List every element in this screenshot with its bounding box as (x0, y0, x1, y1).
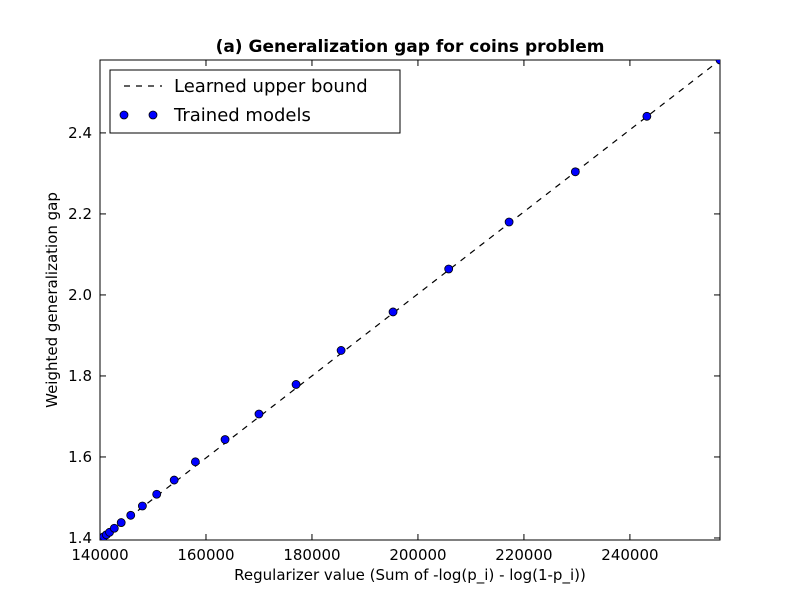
data-point-trained-model (109, 523, 119, 533)
y-tick-label: 2.4 (68, 124, 92, 142)
x-axis-label: Regularizer value (Sum of -log(p_i) - lo… (234, 566, 586, 585)
x-tick-label: 180000 (283, 546, 340, 564)
x-tick-label: 140000 (71, 546, 128, 564)
y-tick-label: 1.8 (68, 367, 92, 385)
x-tick-label: 220000 (495, 546, 552, 564)
data-point-trained-model (137, 501, 147, 511)
x-tick-label: 200000 (389, 546, 446, 564)
data-point-trained-model (169, 475, 179, 485)
data-point-trained-model (715, 60, 720, 65)
y-tick-label: 2.0 (68, 286, 92, 304)
y-tick-label: 1.4 (68, 529, 92, 547)
legend-label-trained-models: Trained models (173, 105, 311, 126)
chart-title: (a) Generalization gap for coins problem (216, 37, 605, 57)
data-point-trained-model (190, 457, 200, 467)
plot-series (100, 60, 720, 540)
data-point-trained-model (336, 346, 346, 355)
data-point-trained-model (152, 489, 162, 499)
plot-area-frame (99, 59, 721, 541)
x-tick-label: 160000 (177, 546, 234, 564)
data-point-trained-model (388, 307, 398, 317)
data-point-trained-model (444, 264, 454, 274)
data-point-trained-model (126, 510, 136, 520)
axis-ticks: 140000 160000 180000 200000 220000 240000 1.4 1… (68, 60, 720, 564)
data-point-trained-model (570, 167, 580, 177)
y-axis-label: Weighted generalization gap (43, 192, 61, 408)
data-point-trained-model (254, 409, 264, 419)
y-tick-label: 1.6 (68, 448, 92, 466)
data-point-trained-model (504, 217, 514, 227)
data-point-trained-model (116, 518, 126, 527)
y-tick-label: 2.2 (68, 205, 92, 223)
legend-marker-2 (148, 110, 158, 120)
legend: Learned upper bound Trained models (109, 69, 401, 134)
x-tick-label: 240000 (601, 546, 658, 564)
legend-label-upper-bound: Learned upper bound (174, 76, 368, 97)
data-point-trained-model (220, 435, 230, 444)
series-line-upper-bound (100, 60, 720, 540)
legend-marker-1 (119, 110, 129, 120)
legend-box (109, 69, 401, 134)
data-point-trained-model (642, 111, 652, 121)
data-point-trained-model (291, 380, 301, 389)
